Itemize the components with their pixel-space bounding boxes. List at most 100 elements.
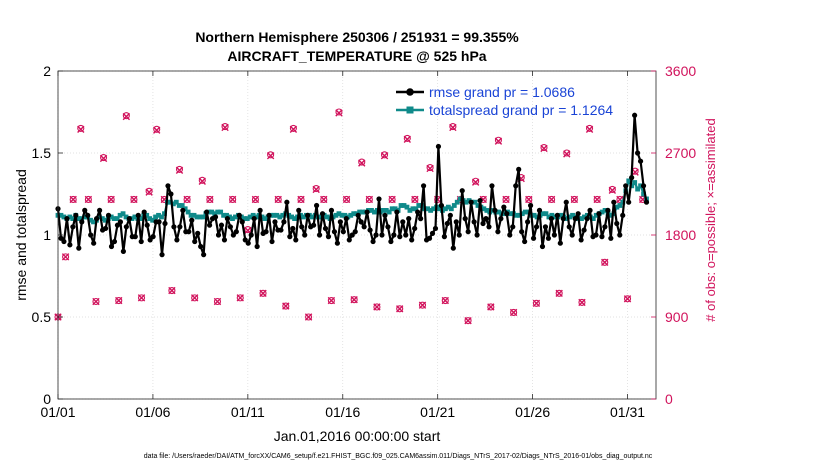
obs-assimilated-point [471,178,480,186]
rmse-point [257,207,263,213]
y-tick-label: 0.5 [32,309,52,325]
rmse-point [180,207,186,213]
rmse-point [239,219,245,225]
rmse-point [394,209,400,215]
rmse-point [409,237,415,243]
spread-point [428,208,434,213]
obs-possible-point [69,195,77,204]
spread-point [360,209,366,215]
rmse-point [233,229,239,235]
rmse-point [468,199,474,205]
obs-possible-point [198,176,206,184]
rmse-point [495,229,501,235]
spread-point [638,183,643,189]
spread-point [398,203,404,208]
spread-point [383,208,389,213]
rmse-point [501,204,507,210]
spread-point [531,212,537,218]
obs-assimilated-point [153,126,161,134]
obs-assimilated-point [312,185,320,194]
spread-point [244,216,250,221]
obs-assimilated-point [259,289,267,298]
spread-point [369,208,374,213]
obs-possible-point [244,225,252,234]
spread-point [339,212,345,218]
y2-axis-label: # of obs: o=possible; ×=assimilated [703,118,718,321]
spread-point [215,209,221,215]
obs-assimilated-point [388,195,396,204]
spread-point [380,208,386,213]
spread-point [120,211,126,217]
rmse-point [364,209,370,215]
rmse-point [302,232,308,238]
obs-assimilated-point [578,298,586,307]
obs-assimilated-point [373,303,381,311]
rmse-point [465,229,471,235]
y2-tick-label: 3600 [665,63,696,79]
rmse-point [248,232,254,238]
rmse-point [438,202,445,209]
y-ticks: 0 0.5 1 1.5 2 [32,63,63,407]
rmse-point [221,237,228,243]
rmse-point [388,238,394,245]
rmse-point [212,214,219,220]
rmse-point [617,232,623,238]
obs-possible-point [327,297,335,305]
spread-point [386,209,392,215]
obs-assimilated-point [570,195,579,204]
rmse-point [462,216,468,222]
obs-possible-point [213,297,222,306]
obs-assimilated-point [206,195,214,204]
spread-point [416,203,422,208]
rmse-point [322,225,329,232]
spread-point [262,216,268,221]
rmse-point [637,158,644,164]
obs-possible-point [236,294,244,302]
obs-assimilated-point [411,195,419,204]
rmse-point [569,232,575,238]
spread-point [271,212,277,218]
spread-point [540,211,546,217]
obs-assimilated-point [547,195,556,204]
rmse-point [557,240,563,246]
obs-assimilated-point [487,303,495,311]
rmse-point [159,252,165,258]
spread-point [191,212,197,218]
spread-point [274,212,280,218]
rmse-point [602,224,608,230]
rmse-point [429,230,436,236]
spread-point [170,201,176,207]
rmse-point [382,212,388,218]
spread-point [620,199,626,205]
rmse-point [376,196,382,202]
spread-point [218,209,224,215]
spread-point [162,211,167,217]
spread-point [167,199,173,205]
spread-point [546,214,552,220]
obs-assimilated-point [601,258,609,267]
spread-point [484,208,490,213]
spread-point [224,212,229,218]
x-tick-label: 01/31 [610,404,645,420]
obs-possible-point [563,149,571,157]
obs-assimilated-point [608,186,617,195]
obs-assimilated-point [175,166,184,175]
obs-possible-point [282,302,290,310]
obs-possible-point [426,164,434,172]
obs-possible-point [464,317,472,325]
rmse-point [361,224,367,230]
rmse-point [61,238,67,245]
obs-possible-point [297,195,305,204]
x-tick-label: 01/11 [231,404,265,420]
rmse-point [608,235,614,241]
spread-point [179,203,185,208]
obs-possible-point [183,195,191,204]
rmse-point [192,238,198,245]
rmse-series [55,112,650,258]
obs-assimilated-point [418,301,427,309]
obs-assimilated-point [282,302,290,310]
spread-point [513,212,519,218]
obs-possible-point [145,187,153,195]
rmse-point [456,232,462,238]
